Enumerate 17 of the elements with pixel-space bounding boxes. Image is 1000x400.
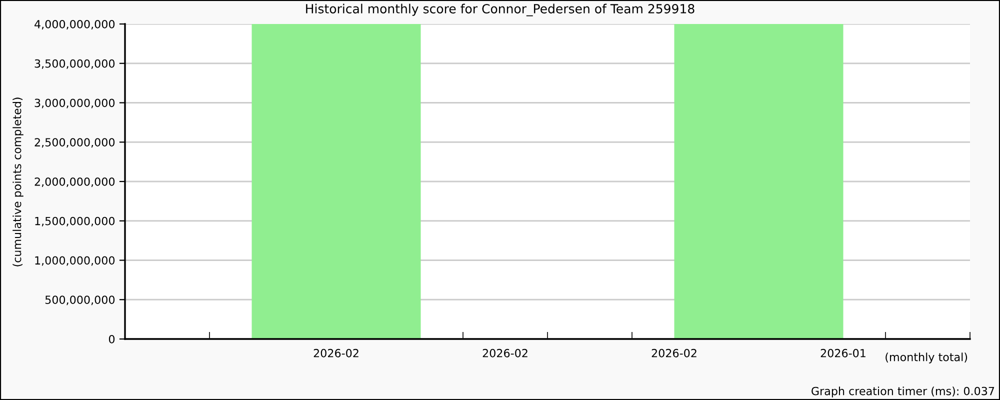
y-tick-label: 1,000,000,000 bbox=[35, 256, 115, 266]
x-tick-label: 2026-02 bbox=[314, 348, 358, 358]
x-tick-label: 2026-02 bbox=[652, 348, 696, 358]
y-tick-label: 0 bbox=[108, 334, 115, 344]
x-tick-label: 2026-01 bbox=[820, 348, 866, 358]
y-tick-label: 3,500,000,000 bbox=[34, 59, 115, 69]
x-tick-label: 2026-02 bbox=[482, 348, 528, 358]
y-axis-title: (cumulative points completed) bbox=[12, 98, 24, 266]
y-tick-label: 500,000,000 bbox=[45, 296, 115, 306]
y-tick-label: 2,000,000,000 bbox=[34, 177, 115, 188]
y-tick-label: 3,000,000,000 bbox=[34, 98, 115, 108]
y-tick-label: 1,500,000,000 bbox=[35, 216, 115, 226]
chart-title: Historical monthly score for Connor_Pedersen of Team 259918 bbox=[306, 4, 694, 16]
x-axis-title: (monthly total) bbox=[886, 352, 968, 364]
y-tick-label: 4,000,000,000 bbox=[34, 20, 115, 30]
y-tick-label: 2,500,000,000 bbox=[34, 138, 115, 148]
text: Graph creation timer (ms): 0.037 bbox=[812, 386, 994, 398]
